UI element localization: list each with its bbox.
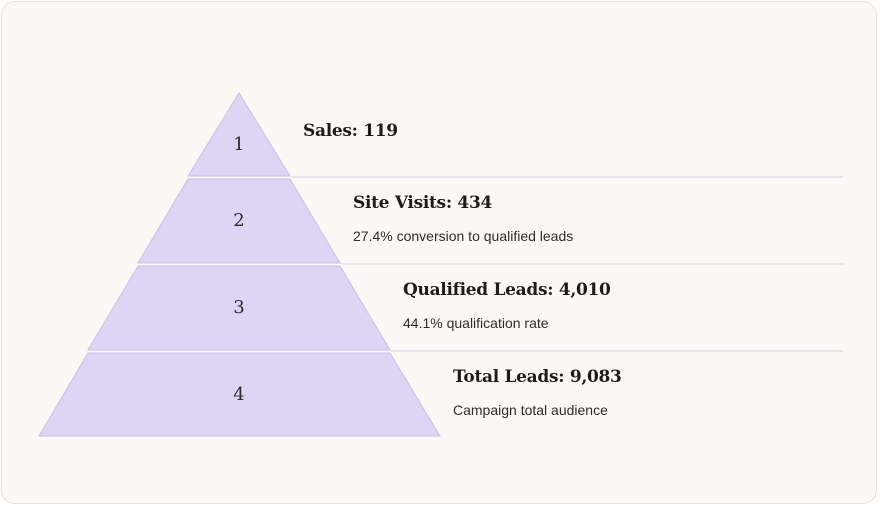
tier-2-shape[interactable] [137,178,341,264]
tier-3-subtitle: 44.1% qualification rate [403,315,549,331]
tier-2-number: 2 [233,210,244,231]
tier-4-subtitle: Campaign total audience [453,402,608,418]
tier-1-title: Sales: 119 [303,121,398,141]
tier-4-shape[interactable] [38,352,441,437]
tier-2-subtitle: 27.4% conversion to qualified leads [353,228,574,244]
tier-2-title: Site Visits: 434 [353,193,493,213]
tier-4-title: Total Leads: 9,083 [453,367,622,387]
tier-3-shape[interactable] [87,265,391,351]
tier-3-number: 3 [233,297,244,318]
tier-4-number: 4 [233,384,244,405]
tier-1-number: 1 [233,134,244,155]
tier-1-shape[interactable] [187,92,291,177]
tier-3-title: Qualified Leads: 4,010 [403,280,611,300]
